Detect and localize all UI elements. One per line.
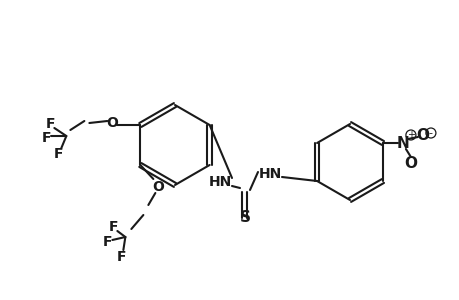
- Text: O: O: [106, 116, 118, 130]
- Text: +: +: [406, 130, 414, 140]
- Text: F: F: [41, 131, 51, 145]
- Text: -: -: [428, 128, 432, 138]
- Text: F: F: [54, 147, 63, 161]
- Text: O: O: [415, 128, 428, 142]
- Text: F: F: [108, 220, 118, 234]
- Text: F: F: [102, 235, 112, 249]
- Text: O: O: [152, 180, 164, 194]
- Text: F: F: [116, 250, 126, 264]
- Text: O: O: [403, 155, 416, 170]
- Text: S: S: [239, 211, 250, 226]
- Text: N: N: [396, 136, 409, 151]
- Text: F: F: [45, 117, 55, 131]
- Text: HN: HN: [258, 167, 281, 181]
- Text: HN: HN: [208, 175, 231, 189]
